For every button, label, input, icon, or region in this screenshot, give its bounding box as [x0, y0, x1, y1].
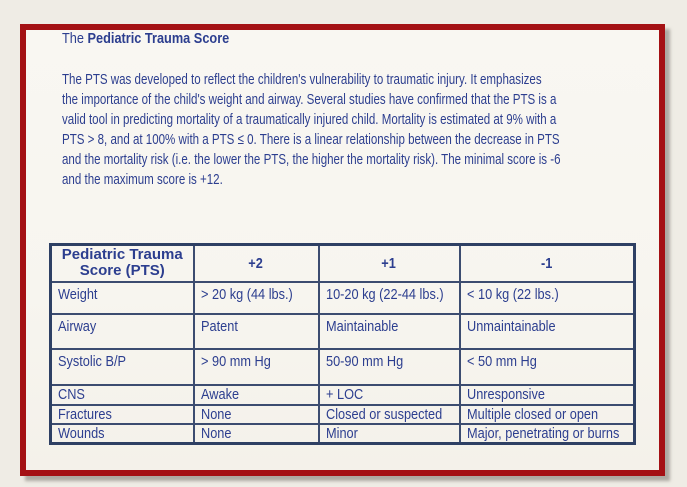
header-minus1: -1: [458, 243, 636, 283]
score-cell: Major, penetrating or burns: [458, 422, 636, 444]
intro-line: PTS > 8, and at 100% with a PTS ≤ 0. The…: [62, 131, 560, 148]
row-label: Wounds: [49, 422, 195, 444]
table-header-row: Pediatric Trauma Score (PTS) +2 +1 -1: [49, 243, 636, 283]
score-cell: Patent: [192, 312, 320, 350]
score-cell: > 20 kg (44 lbs.): [192, 280, 320, 315]
score-cell: Unresponsive: [458, 383, 636, 406]
intro-line: The PTS was developed to reflect the chi…: [62, 71, 542, 88]
score-cell: None: [192, 422, 320, 444]
header-category: Pediatric Trauma Score (PTS): [49, 243, 195, 283]
score-cell: Multiple closed or open: [458, 403, 636, 425]
score-cell: Awake: [192, 383, 320, 406]
intro-line: the importance of the child's weight and…: [62, 91, 557, 108]
score-cell: > 90 mm Hg: [192, 347, 320, 386]
score-cell: < 50 mm Hg: [458, 347, 636, 386]
table-row-cns: CNS Awake + LOC Unresponsive: [49, 383, 636, 406]
score-cell: Closed or suspected: [317, 403, 461, 425]
table-row-fractures: Fractures None Closed or suspected Multi…: [49, 403, 636, 425]
score-cell: Unmaintainable: [458, 312, 636, 350]
score-cell: Maintainable: [317, 312, 461, 350]
row-label: Systolic B/P: [49, 347, 195, 386]
row-label: CNS: [49, 383, 195, 406]
intro-paragraph: The PTS was developed to reflect the chi…: [62, 70, 687, 190]
page-title-prefix: The: [62, 30, 88, 47]
header-plus2: +2: [192, 243, 320, 283]
intro-line: valid tool in predicting mortality of a …: [62, 111, 557, 128]
page-title: The Pediatric Trauma Score: [62, 29, 229, 49]
header-plus1: +1: [317, 243, 461, 283]
score-cell: + LOC: [317, 383, 461, 406]
table-row-wounds: Wounds None Minor Major, penetrating or …: [49, 422, 636, 444]
intro-line: and the maximum score is +12.: [62, 171, 223, 188]
header-category-line1: Pediatric Trauma: [61, 246, 183, 264]
table-row-systolic-bp: Systolic B/P > 90 mm Hg 50-90 mm Hg < 50…: [49, 347, 636, 386]
row-label: Weight: [49, 280, 195, 315]
page-title-emphasis: Pediatric Trauma Score: [87, 30, 230, 47]
score-cell: None: [192, 403, 320, 425]
table-row-airway: Airway Patent Maintainable Unmaintainabl…: [49, 312, 636, 350]
intro-line: and the mortality risk (i.e. the lower t…: [62, 151, 561, 168]
row-label: Fractures: [49, 403, 195, 425]
score-cell: 10-20 kg (22-44 lbs.): [317, 280, 461, 315]
score-cell: 50-90 mm Hg: [317, 347, 461, 386]
row-label: Airway: [49, 312, 195, 350]
header-category-line2: Score (PTS): [79, 262, 165, 280]
score-cell: Minor: [317, 422, 461, 444]
table-row-weight: Weight > 20 kg (44 lbs.) 10-20 kg (22-44…: [49, 280, 636, 315]
score-cell: < 10 kg (22 lbs.): [458, 280, 636, 315]
pts-table: Pediatric Trauma Score (PTS) +2 +1 -1 We…: [49, 243, 636, 445]
